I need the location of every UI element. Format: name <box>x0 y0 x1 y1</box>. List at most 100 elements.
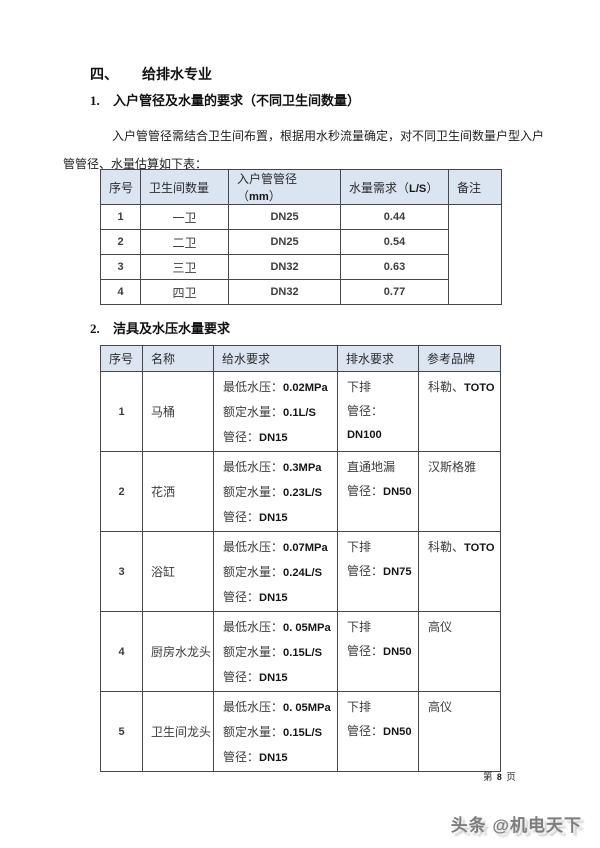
supply-line: 额定水量：0.24L/S <box>223 565 323 579</box>
cell-serial: 2 <box>100 229 141 255</box>
cell-drain: 下排 管径：DN75 <box>337 531 419 612</box>
cell-drain: 下排 管径：DN100 <box>337 371 419 452</box>
table-row: 1 一卫 DN25 0.44 <box>100 204 502 305</box>
cell-serial: 3 <box>100 254 141 280</box>
supply-line: 管径：DN15 <box>223 750 288 764</box>
cell-supply: 最低水压：0.02MPa 额定水量：0.1L/S 管径：DN15 <box>213 371 338 452</box>
cell-serial: 4 <box>100 611 143 692</box>
supply-line: 最低水压：0.3MPa <box>223 460 322 474</box>
cell-pipe: DN25 <box>228 204 341 230</box>
section-title: 给排水专业 <box>142 68 212 83</box>
page-footer: 第 8 页 <box>483 772 517 783</box>
header-cell-serial: 序号 <box>100 345 143 372</box>
drain-line: 下排 <box>347 620 372 634</box>
drain-line: 管径：DN50 <box>347 484 412 498</box>
cell-brand: 科勒、TOTO <box>418 371 501 452</box>
cell-brand: 高仪 <box>418 691 501 772</box>
supply-line: 管径：DN15 <box>223 590 288 604</box>
brand-text: 高仪 <box>428 620 453 634</box>
header-cell-drain: 排水要求 <box>337 345 419 372</box>
drain-line: 下排 <box>347 700 372 714</box>
cell-remark-merged <box>448 204 502 305</box>
drain-line: 管径：DN50 <box>347 644 412 658</box>
brand-text: 汉斯格雅 <box>428 460 477 474</box>
cell-pipe: DN32 <box>228 254 341 280</box>
header-cell-bathrooms: 卫生间数量 <box>140 169 229 205</box>
section-heading: 四、 给排水专业 <box>90 64 212 84</box>
table-row: 5 卫生间龙头 最低水压：0. 05MPa 额定水量：0.15L/S 管径：DN… <box>100 691 501 772</box>
cell-serial: 2 <box>100 451 143 532</box>
header-cell-supply: 给水要求 <box>213 345 338 372</box>
cell-name: 马桶 <box>142 371 214 452</box>
cell-drain: 下排 管径：DN50 <box>337 691 419 772</box>
cell-serial: 1 <box>100 204 141 230</box>
watermark: 头条 @机电天下 <box>450 816 582 835</box>
cell-bathrooms: 四卫 <box>140 279 229 305</box>
table-header-row: 序号 卫生间数量 入户管管径（mm） 水量需求（L/S） 备注 <box>100 169 502 205</box>
brand-text: 科勒、TOTO <box>428 540 495 554</box>
table-row: 3 浴缸 最低水压：0.07MPa 额定水量：0.24L/S 管径：DN15 下… <box>100 531 501 612</box>
cell-flow: 0.44 <box>340 204 449 230</box>
item-1-heading: 1. 入户管径及水量的要求（不同卫生间数量） <box>90 90 360 109</box>
cell-bathrooms: 一卫 <box>140 204 229 230</box>
table-row: 4 四卫 DN32 0.77 <box>100 279 502 305</box>
cell-name: 卫生间龙头 <box>142 691 214 772</box>
header-cell-pipe: 入户管管径（mm） <box>228 169 341 205</box>
supply-line: 最低水压：0. 05MPa <box>223 700 331 714</box>
header-cell-remark: 备注 <box>448 169 502 205</box>
cell-pipe: DN25 <box>228 229 341 255</box>
cell-drain: 直通地漏 管径：DN50 <box>337 451 419 532</box>
supply-line: 额定水量：0.15L/S <box>223 645 323 659</box>
supply-line: 最低水压：0.02MPa <box>223 380 328 394</box>
cell-brand: 科勒、TOTO <box>418 531 501 612</box>
table-row: 3 三卫 DN32 0.63 <box>100 254 502 280</box>
header-cell-flow: 水量需求（L/S） <box>340 169 449 205</box>
cell-brand: 汉斯格雅 <box>418 451 501 532</box>
cell-bathrooms: 二卫 <box>140 229 229 255</box>
supply-line: 管径：DN15 <box>223 510 288 524</box>
cell-name: 浴缸 <box>142 531 214 612</box>
brand-text: 高仪 <box>428 700 453 714</box>
brand-text: 科勒、TOTO <box>428 380 495 394</box>
drain-line: 管径：DN100 <box>347 404 384 441</box>
cell-serial: 3 <box>100 531 143 612</box>
supply-line: 管径：DN15 <box>223 430 288 444</box>
cell-serial: 4 <box>100 279 141 305</box>
item-1-title: 入户管径及水量的要求（不同卫生间数量） <box>113 93 361 108</box>
item-2-heading: 2. 洁具及水压水量要求 <box>90 318 230 337</box>
cell-bathrooms: 三卫 <box>140 254 229 280</box>
cell-supply: 最低水压：0. 05MPa 额定水量：0.15L/S 管径：DN15 <box>213 691 338 772</box>
table-row: 1 马桶 最低水压：0.02MPa 额定水量：0.1L/S 管径：DN15 下排… <box>100 371 501 452</box>
pipe-diameter-table: 序号 卫生间数量 入户管管径（mm） 水量需求（L/S） 备注 1 一卫 DN2… <box>100 169 502 305</box>
cell-pipe: DN32 <box>228 279 341 305</box>
drain-line: 直通地漏 <box>347 460 396 474</box>
table-row: 2 二卫 DN25 0.54 <box>100 229 502 255</box>
cell-serial: 5 <box>100 691 143 772</box>
intro-paragraph: 入户管管径需结合卫生间布置，根据用水秒流量确定，对不同卫生间数量户型入户管管径、… <box>63 129 545 171</box>
cell-flow: 0.77 <box>340 279 449 305</box>
item-1-number: 1. <box>90 93 100 108</box>
section-number: 四、 <box>90 68 118 83</box>
cell-brand: 高仪 <box>418 611 501 692</box>
supply-line: 管径：DN15 <box>223 670 288 684</box>
supply-line: 额定水量：0.23L/S <box>223 485 323 499</box>
item-2-title: 洁具及水压水量要求 <box>113 321 231 336</box>
table-row: 2 花洒 最低水压：0.3MPa 额定水量：0.23L/S 管径：DN15 直通… <box>100 451 501 532</box>
header-cell-brand: 参考品牌 <box>418 345 501 372</box>
supply-line: 额定水量：0.1L/S <box>223 405 316 419</box>
table-row: 4 厨房水龙头 最低水压：0. 05MPa 额定水量：0.15L/S 管径：DN… <box>100 611 501 692</box>
cell-name: 花洒 <box>142 451 214 532</box>
drain-line: 管径：DN50 <box>347 724 412 738</box>
fixtures-table: 序号 名称 给水要求 排水要求 参考品牌 1 马桶 最低水压：0.02MPa 额… <box>100 345 501 772</box>
header-cell-serial: 序号 <box>100 169 141 205</box>
cell-supply: 最低水压：0.07MPa 额定水量：0.24L/S 管径：DN15 <box>213 531 338 612</box>
cell-serial: 1 <box>100 371 143 452</box>
cell-flow: 0.63 <box>340 254 449 280</box>
header-cell-name: 名称 <box>142 345 214 372</box>
cell-supply: 最低水压：0.3MPa 额定水量：0.23L/S 管径：DN15 <box>213 451 338 532</box>
cell-drain: 下排 管径：DN50 <box>337 611 419 692</box>
supply-line: 额定水量：0.15L/S <box>223 725 323 739</box>
supply-line: 最低水压：0.07MPa <box>223 540 328 554</box>
supply-line: 最低水压：0. 05MPa <box>223 620 331 634</box>
